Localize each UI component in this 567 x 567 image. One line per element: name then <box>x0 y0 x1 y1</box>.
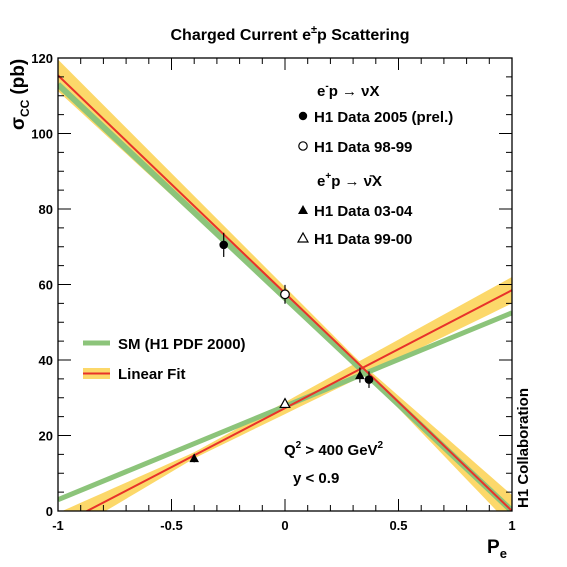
x-tick-label: 1 <box>508 518 515 533</box>
fit-line-eplus <box>84 289 512 511</box>
legend-marker-open-triangle <box>296 231 310 243</box>
x-tick-label: 0.5 <box>389 518 407 533</box>
data-point-filled-circle-0 <box>219 240 229 250</box>
legend-entry-9900: H1 Data 99-00 <box>314 231 412 248</box>
x-axis-label: Pe <box>487 537 507 561</box>
data-point-filled-triangle-1 <box>355 370 365 380</box>
chart-title: Charged Current e±p Scattering <box>171 24 410 44</box>
data-point-open-circle-0 <box>280 289 290 300</box>
legend-entry-2005: H1 Data 2005 (prel.) <box>314 109 453 126</box>
x-tick-label: -1 <box>52 518 64 533</box>
fit-band-eminus <box>58 59 512 511</box>
legend-marker-filled-triangle <box>298 205 308 214</box>
q2-cut-label: Q2 > 400 GeV2 <box>284 440 384 459</box>
data-point-filled-triangle-0 <box>189 453 199 463</box>
y-cut-label: y < 0.9 <box>293 470 339 487</box>
legend-fit-label: Linear Fit <box>118 366 186 383</box>
axis-ticks: -1 -0.5 0 0.5 1 0 20 40 60 80 100 120 <box>31 51 515 533</box>
collaboration-label: H1 Collaboration <box>515 388 532 508</box>
legend-marker-open-circle <box>298 141 308 151</box>
eplus-reaction-label: e+p → ν̄X <box>317 171 382 190</box>
y-tick-label: 60 <box>39 278 53 293</box>
legend-marker-filled-circle <box>298 111 308 121</box>
y-tick-label: 20 <box>39 429 53 444</box>
y-tick-label: 120 <box>31 51 53 66</box>
eminus-reaction-label: e-p → νX <box>317 81 380 100</box>
x-tick-label: 0 <box>281 518 288 533</box>
legend-entry-9899: H1 Data 98-99 <box>314 139 412 156</box>
legend-entry-0304: H1 Data 03-04 <box>314 203 413 220</box>
y-axis-label: σCC(pb) <box>8 59 32 130</box>
legend-top: e-p → νX H1 Data 2005 (prel.) H1 Data 98… <box>296 81 453 248</box>
legend-left: SM (H1 PDF 2000) Linear Fit <box>83 336 246 383</box>
y-tick-label: 100 <box>31 127 53 142</box>
y-tick-label: 40 <box>39 353 53 368</box>
data-point-open-triangle-0 <box>279 397 291 409</box>
fit-error-bands <box>58 59 512 511</box>
y-tick-label: 0 <box>46 504 53 519</box>
data-point-filled-circle-1 <box>364 375 374 384</box>
data-points <box>189 232 374 463</box>
x-tick-label: -0.5 <box>160 518 182 533</box>
legend-sm-label: SM (H1 PDF 2000) <box>118 336 246 353</box>
y-tick-label: 80 <box>39 202 53 217</box>
